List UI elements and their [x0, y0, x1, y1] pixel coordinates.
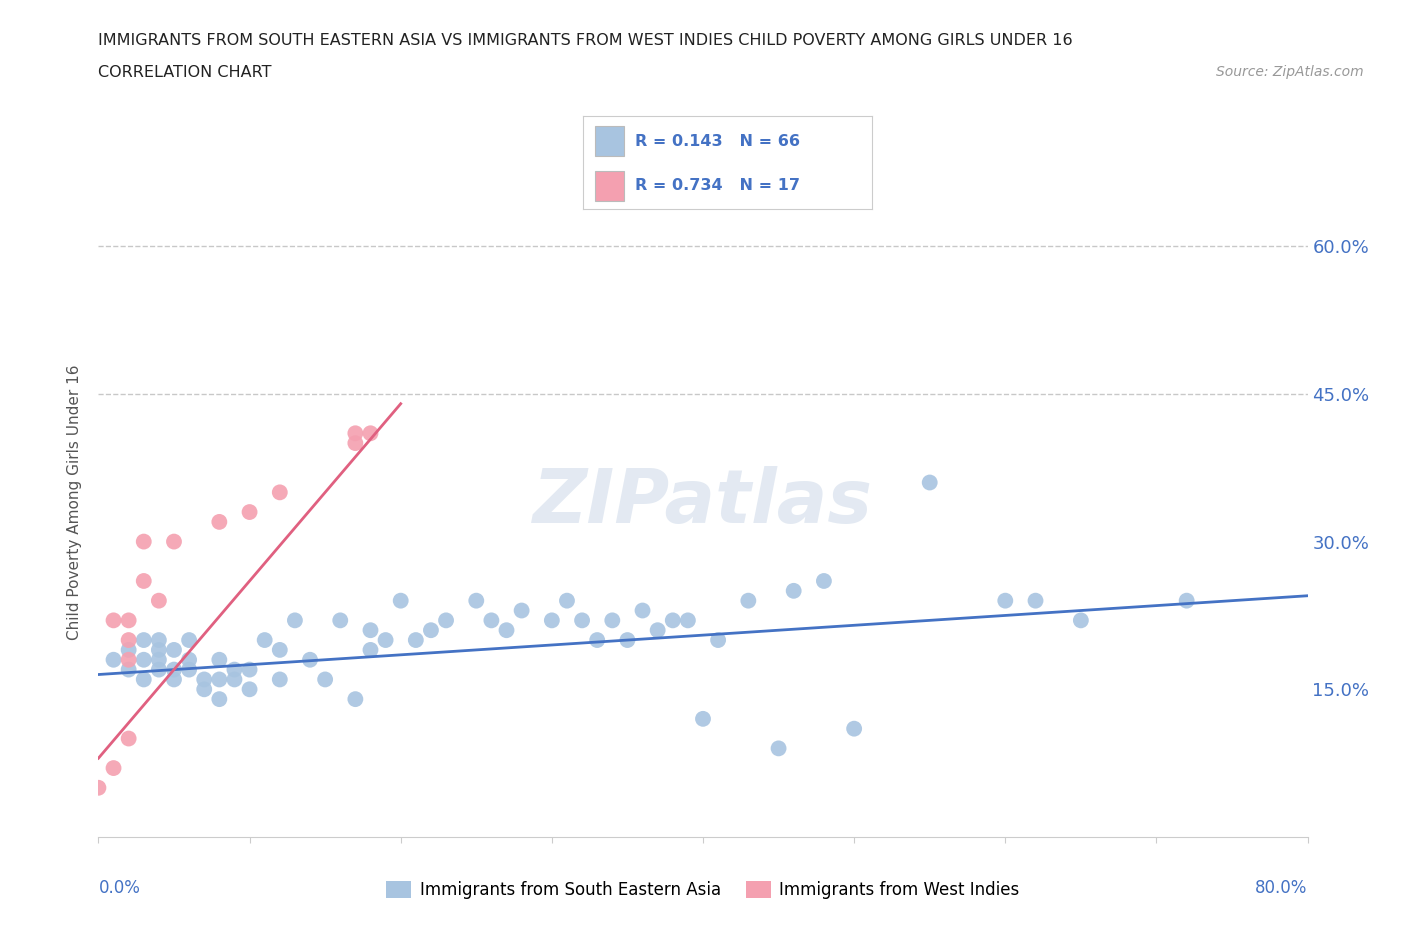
Point	[132, 632, 155, 647]
Point	[148, 652, 170, 667]
Point	[555, 593, 578, 608]
Point	[602, 613, 624, 628]
Point	[148, 632, 170, 647]
FancyBboxPatch shape	[595, 126, 624, 156]
Point	[132, 574, 155, 589]
Point	[118, 731, 141, 746]
Point	[87, 780, 110, 795]
Point	[586, 632, 609, 647]
Point	[1175, 593, 1198, 608]
Text: Source: ZipAtlas.com: Source: ZipAtlas.com	[1216, 65, 1364, 79]
Point	[510, 603, 533, 618]
Point	[208, 672, 231, 687]
Point	[163, 672, 186, 687]
Point	[918, 475, 941, 490]
Point	[118, 632, 141, 647]
Point	[163, 534, 186, 549]
Point	[132, 652, 155, 667]
Point	[239, 662, 262, 677]
Point	[692, 711, 714, 726]
Point	[844, 722, 866, 737]
Point	[374, 632, 396, 647]
Point	[768, 741, 790, 756]
Point	[103, 761, 125, 776]
Point	[118, 613, 141, 628]
Point	[148, 643, 170, 658]
Point	[344, 435, 367, 450]
Point	[239, 505, 262, 520]
Point	[813, 574, 835, 589]
Point	[662, 613, 685, 628]
Point	[269, 485, 291, 499]
Point	[193, 672, 215, 687]
Text: IMMIGRANTS FROM SOUTH EASTERN ASIA VS IMMIGRANTS FROM WEST INDIES CHILD POVERTY : IMMIGRANTS FROM SOUTH EASTERN ASIA VS IM…	[98, 33, 1073, 47]
Point	[676, 613, 699, 628]
Point	[344, 692, 367, 707]
FancyBboxPatch shape	[595, 171, 624, 201]
Point	[179, 652, 201, 667]
Text: ZIPatlas: ZIPatlas	[533, 466, 873, 538]
Point	[103, 652, 125, 667]
Point	[994, 593, 1017, 608]
Legend: Immigrants from South Eastern Asia, Immigrants from West Indies: Immigrants from South Eastern Asia, Immi…	[380, 874, 1026, 906]
Point	[707, 632, 730, 647]
Text: 0.0%: 0.0%	[98, 879, 141, 897]
Point	[481, 613, 503, 628]
Y-axis label: Child Poverty Among Girls Under 16: Child Poverty Among Girls Under 16	[67, 365, 83, 640]
Point	[224, 662, 246, 677]
Point	[616, 632, 638, 647]
Point	[118, 652, 141, 667]
Point	[208, 692, 231, 707]
Point	[420, 623, 443, 638]
Point	[631, 603, 654, 618]
Point	[360, 643, 382, 658]
Point	[360, 623, 382, 638]
Point	[465, 593, 488, 608]
Point	[284, 613, 307, 628]
Point	[179, 662, 201, 677]
Point	[299, 652, 322, 667]
Point	[495, 623, 517, 638]
Text: 80.0%: 80.0%	[1256, 879, 1308, 897]
Point	[571, 613, 593, 628]
Point	[148, 593, 170, 608]
Point	[737, 593, 759, 608]
Point	[208, 514, 231, 529]
Point	[1070, 613, 1092, 628]
Point	[132, 534, 155, 549]
Point	[224, 672, 246, 687]
Point	[103, 613, 125, 628]
Text: R = 0.734   N = 17: R = 0.734 N = 17	[636, 178, 800, 193]
Point	[179, 632, 201, 647]
Point	[647, 623, 669, 638]
Point	[405, 632, 427, 647]
Point	[208, 652, 231, 667]
Point	[253, 632, 276, 647]
Point	[314, 672, 336, 687]
Point	[329, 613, 352, 628]
Point	[344, 426, 367, 441]
Point	[163, 662, 186, 677]
Point	[193, 682, 215, 697]
Text: R = 0.143   N = 66: R = 0.143 N = 66	[636, 134, 800, 149]
Point	[360, 426, 382, 441]
Point	[148, 662, 170, 677]
Text: CORRELATION CHART: CORRELATION CHART	[98, 65, 271, 80]
Point	[118, 662, 141, 677]
Point	[434, 613, 457, 628]
Point	[1024, 593, 1046, 608]
Point	[239, 682, 262, 697]
Point	[783, 583, 806, 598]
Point	[163, 643, 186, 658]
Point	[269, 672, 291, 687]
Point	[118, 643, 141, 658]
Point	[132, 672, 155, 687]
Point	[389, 593, 412, 608]
Point	[540, 613, 562, 628]
Point	[269, 643, 291, 658]
